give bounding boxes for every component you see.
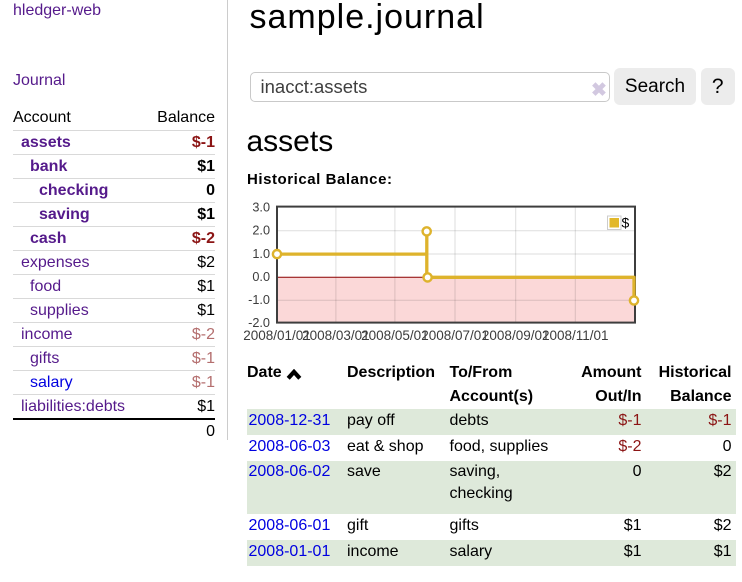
svg-text:$: $	[622, 215, 630, 231]
svg-text:2008/03/01: 2008/03/01	[302, 328, 370, 343]
svg-text:-1.0: -1.0	[248, 293, 270, 307]
svg-text:0.0: 0.0	[252, 270, 270, 284]
svg-text:2008/11/01: 2008/11/01	[542, 328, 609, 343]
svg-text:2008/07/01: 2008/07/01	[421, 328, 489, 343]
svg-text:-2.0: -2.0	[248, 316, 270, 330]
svg-text:2008/05/01: 2008/05/01	[361, 328, 429, 343]
svg-text:3.0: 3.0	[252, 200, 270, 214]
svg-text:2008/09/01: 2008/09/01	[482, 328, 550, 343]
svg-text:2.0: 2.0	[252, 224, 270, 238]
svg-text:1.0: 1.0	[252, 247, 270, 261]
svg-text:2008/01/01: 2008/01/01	[243, 328, 311, 343]
